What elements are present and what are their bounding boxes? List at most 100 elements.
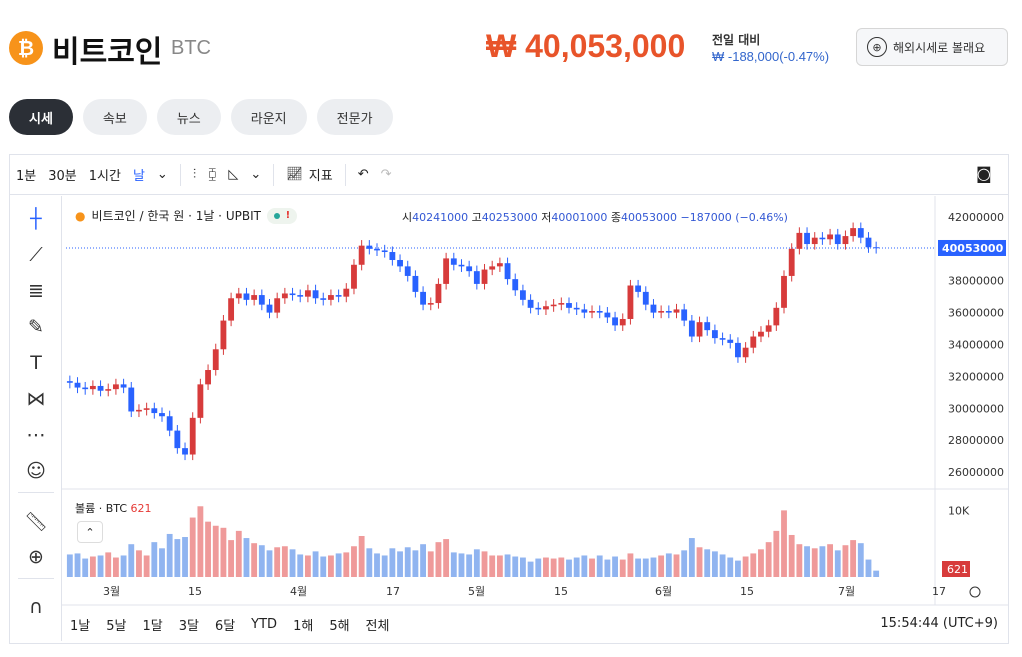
range-6m[interactable]: 6달	[214, 619, 236, 634]
chart-type-dropdown-icon[interactable]: ⌄	[250, 167, 262, 182]
candle-body	[97, 385, 104, 391]
range-1m[interactable]: 1달	[142, 619, 163, 634]
candle-body	[297, 295, 304, 297]
text-icon[interactable]: T	[30, 352, 42, 374]
global-price-button[interactable]: ⊕ 해외시세로 볼래요	[856, 28, 1008, 66]
last-volume-marker	[942, 561, 970, 577]
candle-body	[205, 370, 211, 385]
volume-bar	[827, 544, 834, 577]
interval-1m[interactable]: 1분	[16, 169, 37, 184]
volume-bar	[781, 510, 787, 577]
candle-body	[765, 325, 772, 332]
redo-icon[interactable]: ↷	[380, 167, 392, 182]
volume-bar	[328, 555, 334, 577]
volume-bar	[504, 554, 511, 577]
volume-bar	[197, 506, 204, 577]
candle-body	[320, 298, 327, 300]
candle-body	[189, 417, 196, 455]
pattern-icon[interactable]: ⋈	[26, 388, 46, 410]
candle-body	[366, 245, 373, 249]
range-3m[interactable]: 3달	[178, 619, 199, 634]
global-price-button-label: 해외시세로 볼래요	[893, 40, 986, 55]
divider	[179, 163, 181, 186]
volume-bar	[566, 559, 572, 577]
candle-body	[727, 339, 734, 343]
volume-bar	[850, 540, 857, 577]
candle-body	[550, 304, 557, 307]
fib-lines-icon[interactable]: ≣	[28, 280, 44, 302]
candle-body	[228, 298, 235, 321]
candle-body	[850, 228, 857, 237]
range-5y[interactable]: 5해	[329, 619, 350, 634]
candle-body	[343, 288, 350, 297]
volume-bar	[374, 553, 380, 577]
volume-bar	[804, 546, 810, 577]
candle-body	[358, 245, 365, 265]
crosshair-icon[interactable]: ┼	[30, 208, 42, 230]
candle-body	[105, 389, 112, 391]
camera-icon[interactable]: ◙	[976, 164, 992, 183]
low-value: 40001000	[551, 211, 608, 224]
magnet-icon[interactable]: ∩	[29, 596, 43, 618]
candle-body	[543, 306, 549, 310]
market-status-badge[interactable]: !	[266, 207, 297, 224]
interval-1h[interactable]: 1시간	[88, 169, 121, 184]
volume-bar	[189, 517, 196, 577]
low-label: 저	[541, 211, 552, 224]
volume-bar	[796, 544, 803, 577]
candle-body	[166, 416, 173, 431]
volume-bar	[381, 555, 388, 577]
candle-body	[427, 303, 434, 305]
candle-body	[573, 307, 580, 310]
brush-icon[interactable]: ✎	[28, 316, 44, 338]
volume-bar	[182, 537, 188, 577]
range-1d[interactable]: 1날	[70, 619, 91, 634]
chart-toolbar: 1분 30분 1시간 날 ⌄ ⫶ ⧮ ◺ ⌄ 📈︎ 지표 ↶ ↷ ◙	[10, 155, 1008, 195]
range-ytd[interactable]: YTD	[251, 617, 278, 632]
volume-bar	[581, 555, 588, 577]
range-5d[interactable]: 5날	[106, 619, 127, 634]
collapse-chevron-icon[interactable]: ⌃	[77, 521, 103, 543]
range-bar: 1날 5날 1달 3달 6달 YTD 1해 5해 전체	[62, 606, 1008, 643]
tab-news[interactable]: 뉴스	[156, 99, 221, 135]
volume-bar	[320, 556, 327, 577]
coin-ticker: BTC	[171, 37, 211, 59]
time-tick-label: 5월	[468, 585, 485, 598]
indicators-button[interactable]: 📈︎ 지표	[280, 155, 338, 195]
volume-bar	[220, 527, 227, 577]
interval-30m[interactable]: 30분	[48, 169, 77, 184]
tab-lounge[interactable]: 라운지	[230, 99, 307, 135]
candle-body	[151, 408, 158, 414]
tab-expert[interactable]: 전문가	[316, 99, 393, 135]
range-1y[interactable]: 1해	[293, 619, 314, 634]
interval-day[interactable]: 날	[132, 169, 145, 184]
candle-body	[143, 408, 150, 410]
volume-bar	[704, 549, 711, 577]
volume-bar	[159, 548, 165, 577]
interval-dropdown-icon[interactable]: ⌄	[156, 167, 168, 182]
change-value: −187000 (−0.46%)	[680, 211, 788, 224]
current-price: ₩ 40,053,000	[486, 28, 686, 64]
volume-bar	[304, 555, 311, 577]
volume-bar	[343, 552, 350, 577]
forecast-icon[interactable]: ⋯	[26, 424, 46, 446]
time-tick-label: 7월	[838, 585, 855, 598]
bar-chart-type-icon[interactable]: ⫶	[192, 167, 197, 182]
tab-price[interactable]: 시세	[9, 99, 73, 135]
undo-icon[interactable]: ↶	[357, 167, 369, 182]
emoji-icon[interactable]: ☺	[26, 460, 46, 482]
candle-chart-type-icon[interactable]: ⧮	[208, 167, 217, 182]
price-tick-label: 36000000	[948, 307, 1004, 320]
candle-body	[489, 266, 496, 270]
candle-body	[289, 293, 296, 296]
area-chart-type-icon[interactable]: ◺	[228, 167, 239, 182]
trendline-icon[interactable]: ⟋	[29, 244, 43, 266]
volume-bar	[366, 548, 373, 577]
ruler-icon[interactable]: 📏︎	[23, 510, 49, 533]
candle-body	[558, 303, 565, 305]
candle-body	[750, 336, 757, 348]
tab-breaking[interactable]: 속보	[82, 99, 147, 135]
zoom-in-icon[interactable]: ⊕	[28, 546, 44, 568]
range-all[interactable]: 전체	[365, 619, 390, 634]
price-chart[interactable]: 4200000040000000380000003600000034000000…	[10, 155, 1008, 643]
